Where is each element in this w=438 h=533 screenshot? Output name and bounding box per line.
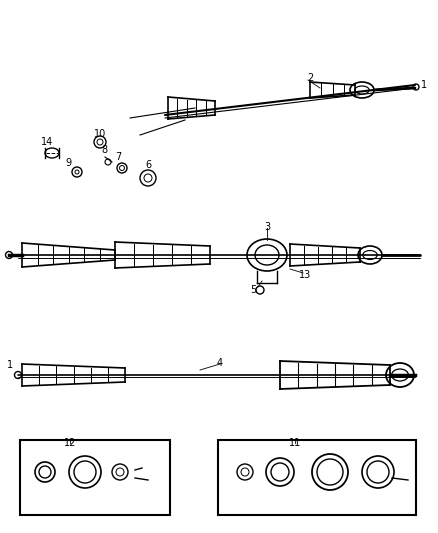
- Text: 2: 2: [307, 73, 313, 83]
- Bar: [20, 440, 170, 515]
- Text: 5: 5: [250, 285, 256, 295]
- Text: 12: 12: [64, 438, 76, 448]
- Text: 1: 1: [421, 80, 427, 90]
- Text: 1: 1: [7, 360, 13, 370]
- Text: 6: 6: [145, 160, 151, 170]
- Text: 4: 4: [217, 358, 223, 368]
- Text: 8: 8: [101, 145, 107, 155]
- Text: 14: 14: [41, 137, 53, 147]
- Bar: [218, 440, 416, 515]
- Text: 10: 10: [94, 129, 106, 139]
- Text: 13: 13: [299, 270, 311, 280]
- Text: 11: 11: [289, 438, 301, 448]
- Text: 3: 3: [264, 222, 270, 232]
- Text: 9: 9: [65, 158, 71, 168]
- Text: 7: 7: [115, 152, 121, 162]
